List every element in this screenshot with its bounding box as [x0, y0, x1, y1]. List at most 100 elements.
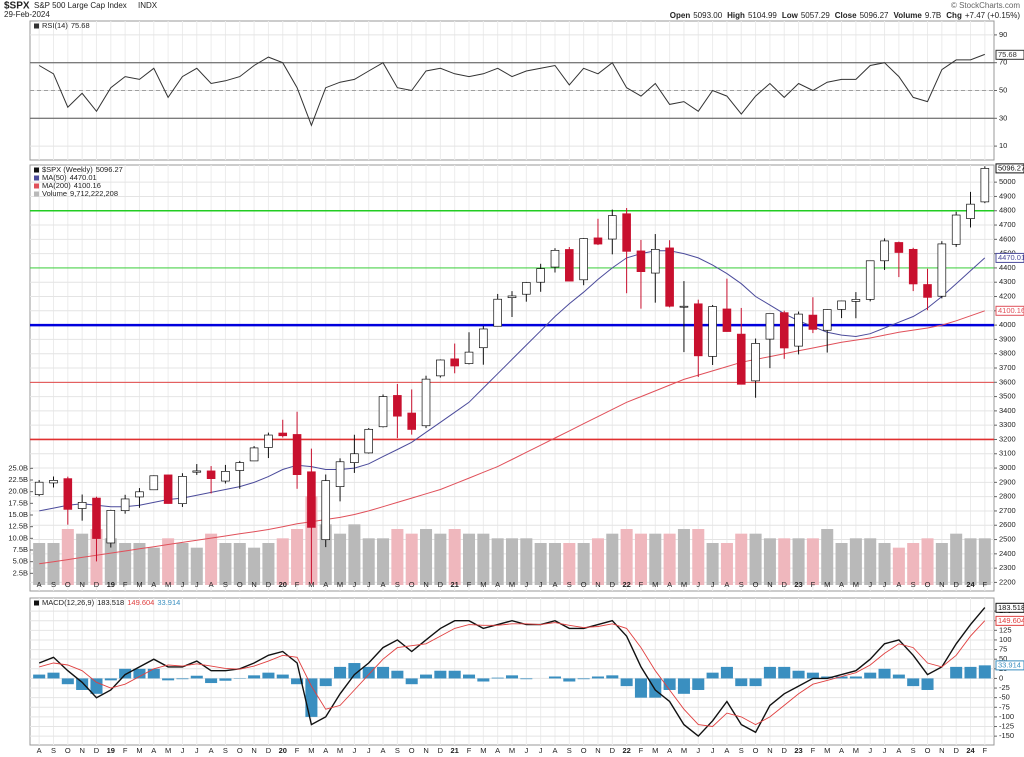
last-value-label: 183.518 — [998, 603, 1024, 612]
histogram-bar — [448, 670, 461, 679]
x-tick-label: J — [868, 746, 872, 755]
volume-bar — [190, 547, 203, 585]
y-tick-label: 25.0B — [8, 463, 28, 472]
x-tick-label: J — [181, 746, 185, 755]
x-tick-label: M — [308, 580, 314, 589]
y-tick-label: -75 — [999, 702, 1010, 711]
volume-bar — [577, 543, 590, 585]
x-tick-label: D — [610, 580, 616, 589]
x-tick-label: O — [65, 746, 71, 755]
x-tick-label: M — [165, 580, 171, 589]
x-tick-label: A — [667, 580, 672, 589]
legend-swatch — [34, 600, 39, 606]
legend-text: 33.914 — [157, 598, 180, 607]
x-tick-label: D — [438, 746, 444, 755]
volume-bar — [849, 538, 862, 585]
x-tick-label: A — [495, 746, 500, 755]
x-tick-label: J — [883, 580, 887, 589]
volume-bar — [119, 543, 132, 585]
x-tick-label: J — [353, 580, 357, 589]
candle-body — [923, 284, 932, 298]
histogram-bar — [61, 678, 74, 685]
x-tick-label: D — [953, 580, 959, 589]
candle-body — [393, 395, 402, 417]
y-tick-label: 3300 — [999, 420, 1016, 429]
histogram-bar — [720, 666, 733, 679]
y-tick-label: 50 — [999, 654, 1007, 663]
last-value-label: 75.68 — [998, 50, 1017, 59]
y-tick-label: 3400 — [999, 406, 1016, 415]
candle-body — [77, 502, 87, 509]
candle-body — [335, 461, 345, 487]
x-tick-label: 19 — [107, 746, 115, 755]
candle-body — [135, 491, 144, 498]
candle-body — [722, 308, 732, 332]
candle-body — [206, 470, 216, 479]
legend-text: 75.68 — [71, 21, 90, 30]
x-tick-label: S — [567, 580, 572, 589]
data-line — [38, 607, 986, 738]
candle-body — [751, 343, 760, 382]
x-tick-label: O — [409, 580, 415, 589]
x-tick-label: A — [381, 746, 386, 755]
last-value-box — [995, 49, 1024, 60]
y-tick-label: 15.0B — [8, 510, 28, 519]
volume-bar — [448, 529, 461, 585]
y-tick-label: 4000 — [999, 320, 1016, 329]
last-value-label: 33.914 — [998, 660, 1021, 669]
histogram-bar — [792, 670, 805, 679]
histogram-bar — [334, 666, 347, 679]
volume-bar — [720, 543, 733, 585]
y-tick-label: 3500 — [999, 392, 1016, 401]
candle-body — [249, 447, 259, 462]
candle-body — [49, 480, 58, 484]
x-tick-label: A — [896, 746, 901, 755]
histogram-bar — [491, 677, 504, 679]
last-value-box — [995, 252, 1024, 263]
x-tick-label: A — [209, 746, 214, 755]
legend-text: 5096.27 — [96, 165, 123, 174]
volume-bar — [921, 538, 934, 585]
histogram-bar — [119, 668, 132, 679]
x-tick-label: A — [667, 746, 672, 755]
index-name: S&P 500 Large Cap Index — [34, 1, 127, 10]
y-tick-label: 4200 — [999, 292, 1016, 301]
volume-bar — [935, 543, 948, 585]
candle-body — [608, 215, 617, 240]
x-tick-label: J — [524, 746, 528, 755]
candle-body — [350, 453, 359, 463]
x-tick-label: J — [539, 580, 543, 589]
x-tick-label: S — [51, 746, 56, 755]
x-tick-label: F — [467, 746, 472, 755]
x-tick-label: 21 — [451, 580, 459, 589]
histogram-bar — [47, 672, 60, 679]
volume-bar — [677, 529, 690, 585]
volume-bar — [491, 538, 504, 585]
y-tick-label: 3600 — [999, 377, 1016, 386]
y-tick-label: 4600 — [999, 234, 1016, 243]
volume-bar — [362, 538, 375, 585]
volume-bar — [821, 529, 834, 585]
x-tick-label: 24 — [966, 580, 975, 589]
y-tick-label: 75 — [999, 645, 1007, 654]
histogram-bar — [663, 678, 676, 690]
last-value-box — [995, 602, 1024, 613]
legend-text: 4470.01 — [70, 173, 97, 182]
volume-bar — [706, 543, 719, 585]
last-value-box — [995, 305, 1024, 316]
x-tick-label: F — [639, 746, 644, 755]
y-tick-label: -125 — [999, 722, 1014, 731]
last-value-label: 149.604 — [998, 616, 1024, 625]
legend-entry: MA(50) 4470.01 — [42, 173, 97, 182]
histogram-bar — [749, 678, 762, 687]
histogram-bar — [205, 678, 218, 684]
histogram-bar — [420, 674, 433, 679]
x-tick-label: F — [811, 746, 816, 755]
y-tick-label: 2200 — [999, 577, 1016, 586]
candle-body — [178, 476, 187, 505]
y-tick-label: 2300 — [999, 563, 1016, 572]
candle-body — [522, 282, 531, 295]
quote-label: Low — [782, 11, 799, 20]
x-tick-label: J — [883, 746, 887, 755]
histogram-bar — [620, 678, 633, 687]
